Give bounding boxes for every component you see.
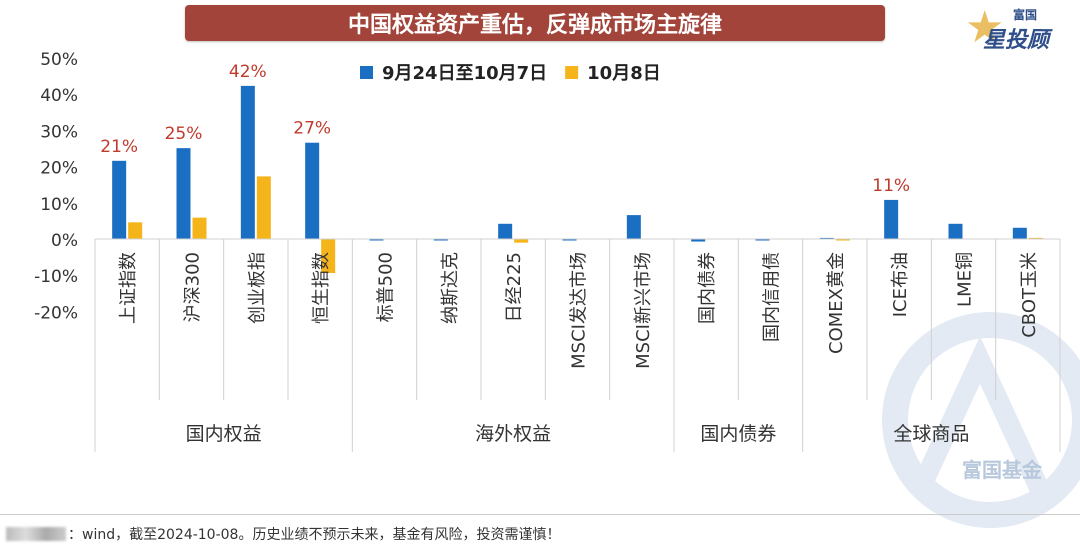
category-label: ICE布油 [890,252,911,317]
bar-period [176,148,191,239]
legend-label: 10月8日 [587,63,661,84]
bar-oct8 [321,239,336,274]
category-label: MSCI发达市场 [569,252,590,369]
y-tick-label: -20% [34,303,78,323]
bar-period [112,160,127,239]
bar-period [240,85,255,240]
watermark-text: 富国基金 [962,458,1042,482]
bar-period [626,215,641,239]
footer-divider [0,514,1080,515]
group-label: 海外权益 [475,423,551,445]
star-icon: ★ [965,2,1005,53]
category-label: 日经225 [504,252,525,322]
y-tick-label: 10% [40,195,78,215]
y-tick-label: -10% [34,267,78,287]
data-label: 25% [165,124,203,144]
y-tick-label: 0% [51,231,78,251]
bar-period [948,223,963,239]
bar-period [884,199,899,239]
data-label: 42% [229,62,267,82]
group-label: 国内债券 [700,423,776,445]
bar-oct8 [128,222,143,239]
category-label: 纳斯达克 [440,252,461,324]
footer-note: 数据 ：wind，截至2024-10-08。历史业绩不预示未来，基金有风险，投资需… [6,524,560,544]
bar-period [369,239,384,241]
category-label: 创业板指 [247,252,268,324]
data-label: 27% [293,119,331,139]
category-label: 国内债券 [697,252,718,324]
y-tick-label: 20% [40,159,78,179]
bar-period [562,239,577,241]
category-label: MSCI新兴市场 [633,252,654,369]
bar-period [433,239,448,241]
bar-chart: 50% 40% 30% 20% 10% 0% -10% -20% 上证指数 沪深300 创业板指 恒生… [34,50,1061,452]
bar-oct8 [514,239,529,243]
blurred-source-label [6,527,66,541]
bar-oct8 [835,239,850,241]
category-label: 国内信用债 [762,252,783,342]
bar-period [305,142,320,239]
logo-small-text: 富国 [1013,8,1038,22]
y-tick-label: 40% [40,86,78,106]
footer-text: ：wind，截至2024-10-08。历史业绩不预示未来，基金有风险，投资需谨慎… [68,527,561,543]
category-label: 标普500 [376,252,397,322]
legend-swatch [565,66,579,79]
bar-oct8 [256,176,271,239]
group-label: 全球商品 [893,423,969,445]
watermark-emblem [882,312,1080,528]
y-tick-label: 50% [40,50,78,70]
y-tick-label: 30% [40,122,78,142]
group-label: 国内权益 [186,423,262,445]
data-label: 11% [872,176,910,196]
footer-prefix: 数据 [6,524,34,544]
bar-period [1012,227,1027,239]
logo-big-text: 星投顾 [983,28,1050,53]
bar-period [755,239,770,241]
bar-period [498,223,513,239]
category-label: 上证指数 [118,252,139,324]
data-label: 21% [100,137,138,157]
legend-swatch [360,66,373,79]
bar-period [691,239,706,242]
chart-title: 中国权益资产重估，反弹成市场主旋律 [185,5,885,41]
category-label: 沪深300 [183,252,204,322]
category-label: CBOT玉米 [1019,252,1040,338]
legend-label: 9月24日至10月7日 [382,63,547,84]
category-label: 恒生指数 [311,252,332,324]
category-label: LME铜 [955,252,976,307]
category-label: COMEX黄金 [826,252,847,354]
bar-oct8 [192,217,207,239]
brand-logo: ★ 富国 星投顾 [965,2,1075,54]
